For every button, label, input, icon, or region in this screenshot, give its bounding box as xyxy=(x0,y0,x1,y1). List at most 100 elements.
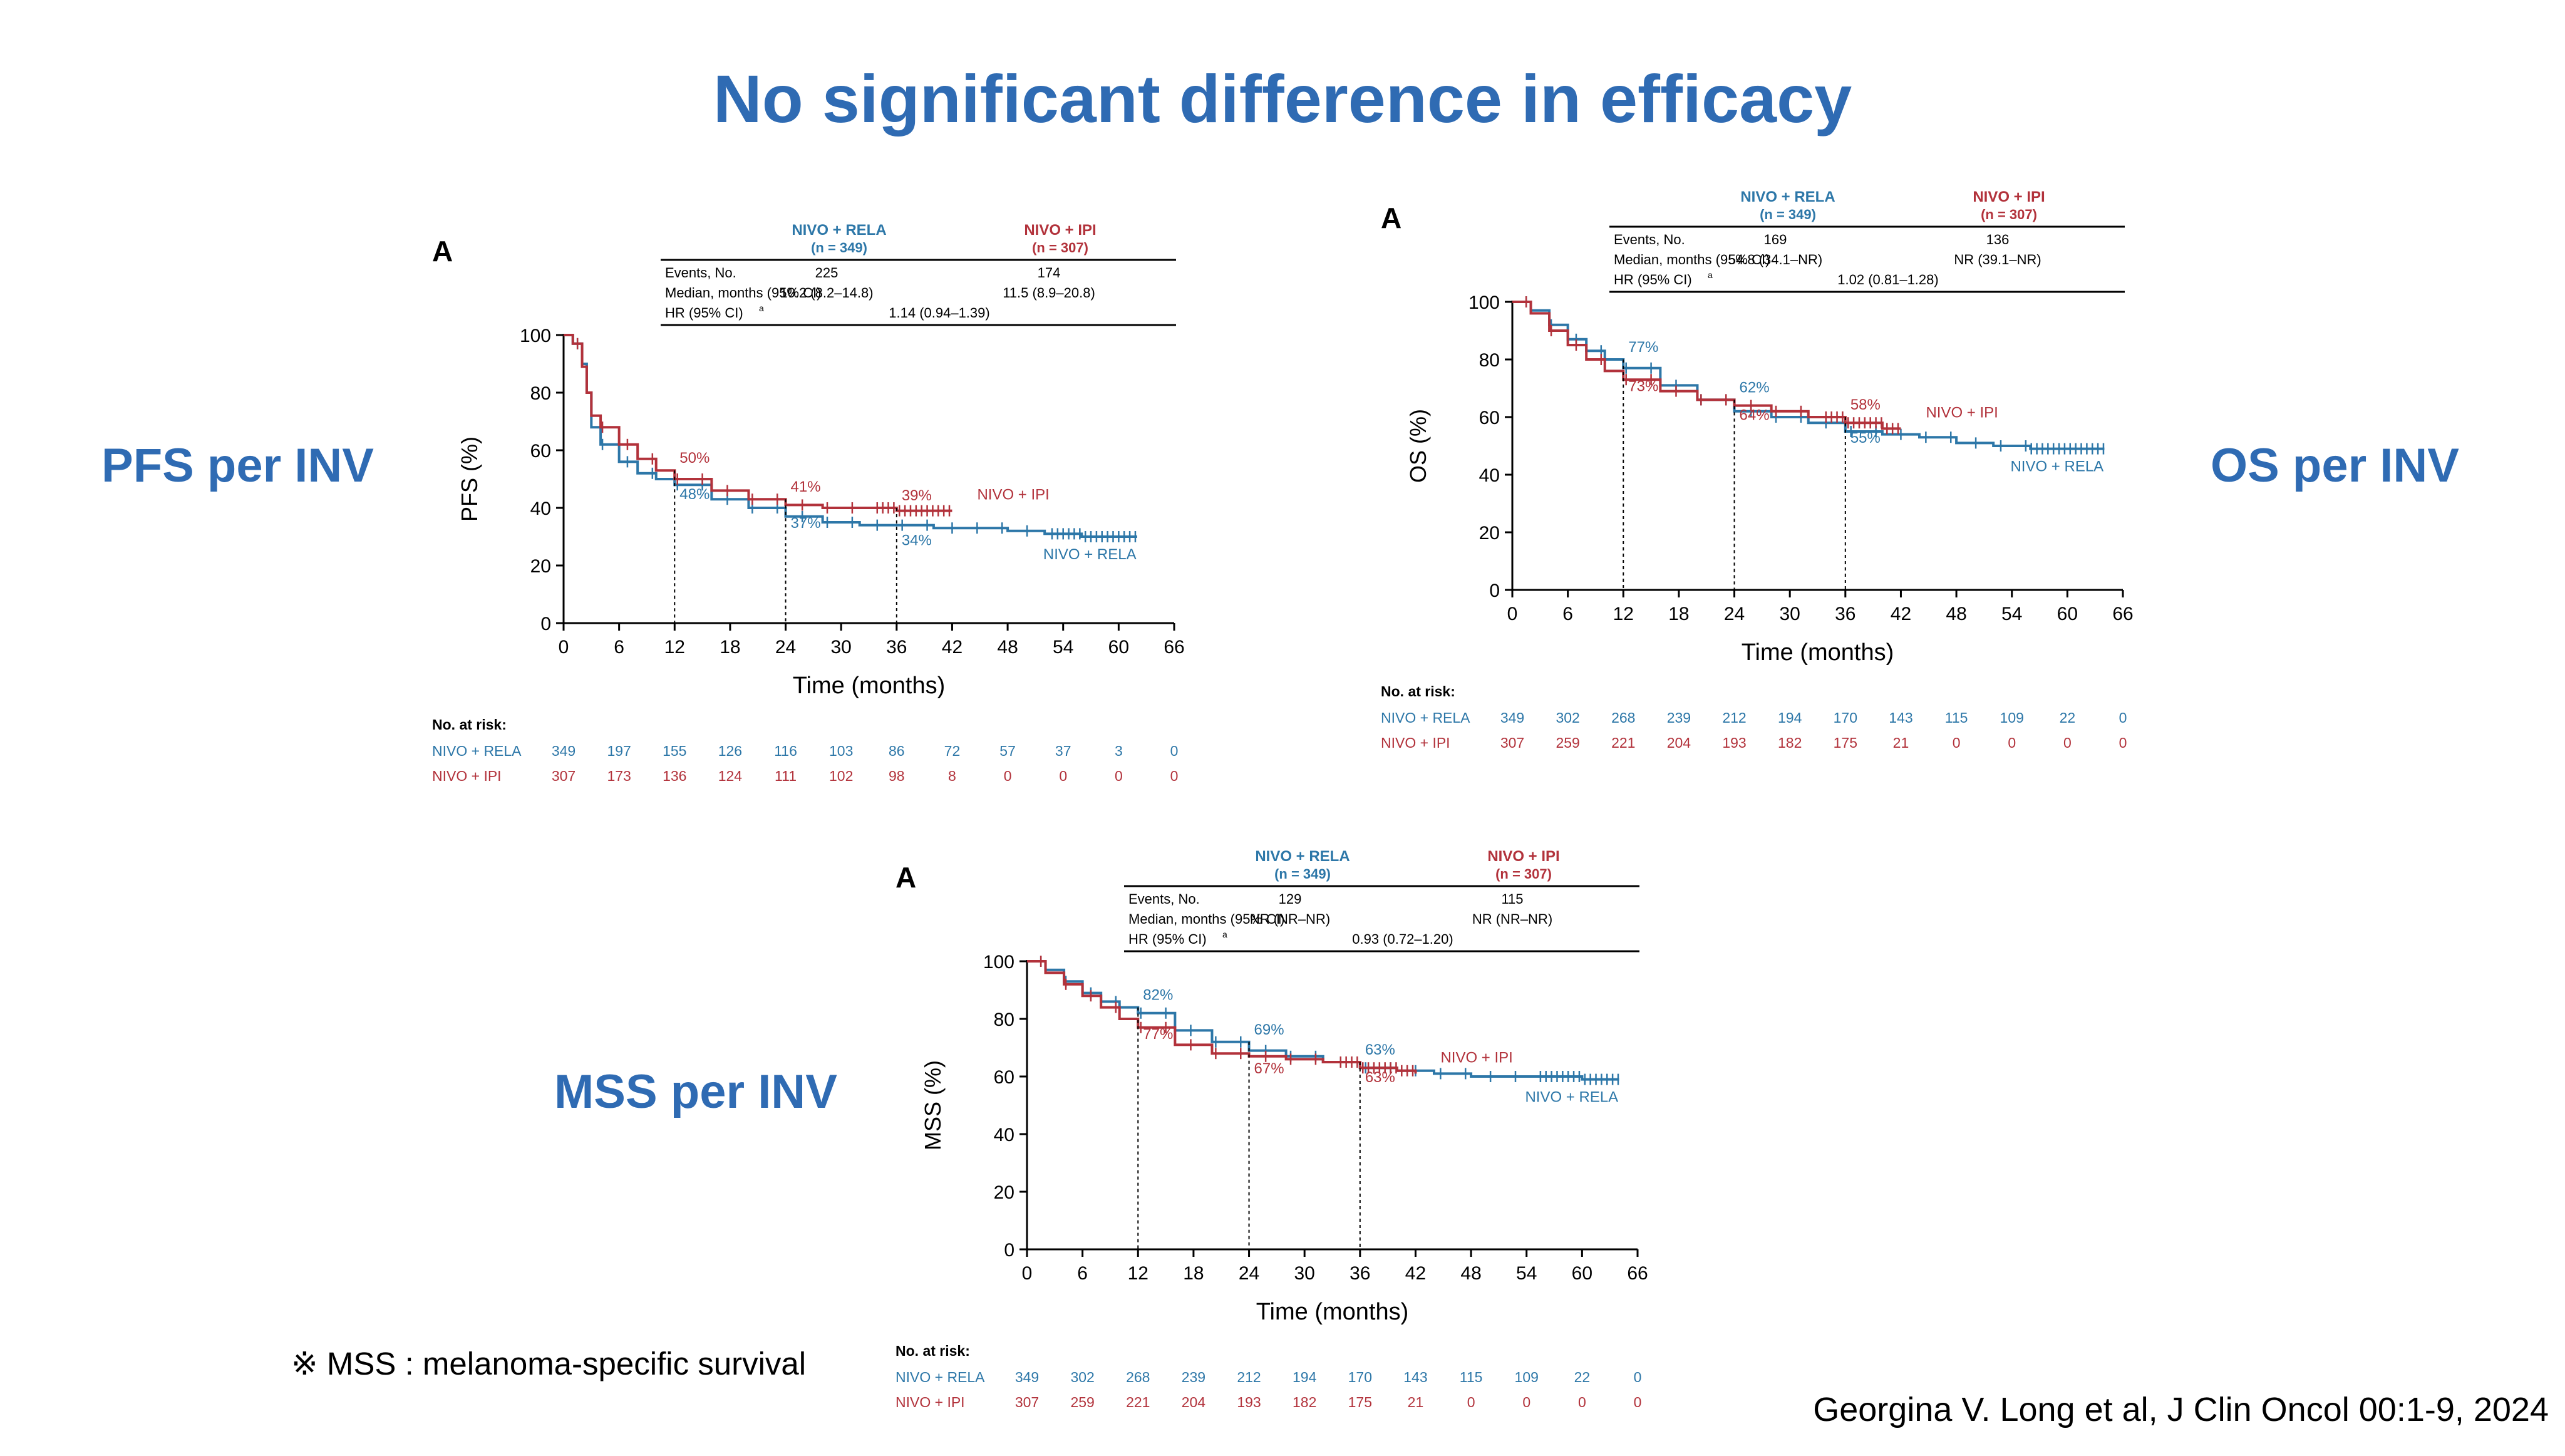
end-label-ipi: NIVO + IPI xyxy=(977,487,1049,503)
risk-value-rela: 212 xyxy=(1722,710,1746,726)
landmark-label-rela: 37% xyxy=(791,515,821,532)
mss-label: MSS per INV xyxy=(554,1065,837,1118)
y-tick-label: 20 xyxy=(994,1182,1014,1203)
table-header-ipi-n: (n = 307) xyxy=(1032,240,1088,256)
risk-value-rela: 302 xyxy=(1556,710,1579,726)
table-row-value-ipi: 136 xyxy=(1986,232,2010,247)
risk-value-rela: 126 xyxy=(718,743,742,759)
panel-letter: A xyxy=(432,235,453,267)
risk-value-rela: 103 xyxy=(829,743,853,759)
risk-value-ipi: 259 xyxy=(1556,735,1579,751)
risk-value-ipi: 173 xyxy=(607,768,631,784)
risk-value-rela: 115 xyxy=(1460,1369,1483,1385)
landmark-label-ipi: 64% xyxy=(1740,406,1770,423)
risk-value-ipi: 98 xyxy=(889,768,905,784)
km-curve-ipi xyxy=(1512,301,1901,430)
y-tick-label: 100 xyxy=(520,326,551,346)
risk-value-ipi: 21 xyxy=(1408,1394,1424,1410)
km-curve-rela xyxy=(564,334,1137,538)
km-curve-ipi xyxy=(564,334,952,512)
table-header-rela-n: (n = 349) xyxy=(1274,866,1331,882)
x-tick-label: 24 xyxy=(1724,604,1745,624)
risk-value-ipi: 259 xyxy=(1070,1394,1094,1410)
x-tick-label: 36 xyxy=(1835,604,1855,624)
y-tick-label: 60 xyxy=(530,441,551,462)
risk-label-rela: NIVO + RELA xyxy=(1381,710,1470,726)
table-row-value-ipi: NR (NR–NR) xyxy=(1472,911,1552,927)
risk-value-ipi: 0 xyxy=(1115,768,1123,784)
table-header-rela: NIVO + RELA xyxy=(1740,188,1835,205)
table-row-label: Median, months (95% CI) xyxy=(1614,252,1770,267)
risk-title: No. at risk: xyxy=(432,716,507,733)
table-row-value-rela: 169 xyxy=(1764,232,1787,247)
x-tick-label: 6 xyxy=(614,637,624,658)
table-row-label: Events, No. xyxy=(665,265,736,281)
table-row-value-ipi: 174 xyxy=(1038,265,1061,281)
risk-label-ipi: NIVO + IPI xyxy=(895,1394,965,1410)
landmark-label-ipi: 50% xyxy=(679,450,710,467)
x-tick-label: 48 xyxy=(1460,1263,1481,1284)
table-row-label: Median, months (95% CI) xyxy=(1128,911,1284,927)
risk-label-ipi: NIVO + IPI xyxy=(1381,735,1450,751)
x-tick-label: 66 xyxy=(1627,1263,1648,1284)
x-tick-label: 18 xyxy=(720,637,740,658)
x-tick-label: 6 xyxy=(1562,604,1573,624)
table-hr-label: HR (95% CI) xyxy=(1614,272,1692,287)
x-tick-label: 18 xyxy=(1183,1263,1204,1284)
risk-value-ipi: 221 xyxy=(1611,735,1635,751)
risk-value-ipi: 193 xyxy=(1237,1394,1261,1410)
risk-value-ipi: 102 xyxy=(829,768,853,784)
risk-value-rela: 349 xyxy=(552,743,575,759)
risk-value-rela: 268 xyxy=(1126,1369,1150,1385)
risk-label-rela: NIVO + RELA xyxy=(895,1369,985,1385)
risk-value-rela: 109 xyxy=(2000,710,2024,726)
risk-label-rela: NIVO + RELA xyxy=(432,743,522,759)
risk-value-rela: 57 xyxy=(999,743,1016,759)
risk-value-rela: 0 xyxy=(1634,1369,1642,1385)
risk-value-ipi: 204 xyxy=(1182,1394,1206,1410)
table-row-label: Events, No. xyxy=(1128,891,1200,907)
risk-value-ipi: 0 xyxy=(2119,735,2127,751)
risk-label-ipi: NIVO + IPI xyxy=(432,768,502,784)
end-label-rela: NIVO + RELA xyxy=(2010,458,2103,475)
y-axis-title: MSS (%) xyxy=(920,1060,946,1150)
risk-value-rela: 194 xyxy=(1778,710,1802,726)
x-tick-label: 48 xyxy=(997,637,1018,658)
x-tick-label: 60 xyxy=(1108,637,1129,658)
risk-value-rela: 86 xyxy=(889,743,905,759)
x-tick-label: 54 xyxy=(1516,1263,1537,1284)
risk-value-rela: 116 xyxy=(774,743,797,759)
landmark-label-ipi: 67% xyxy=(1254,1060,1284,1077)
x-tick-label: 24 xyxy=(775,637,796,658)
end-label-rela: NIVO + RELA xyxy=(1525,1089,1618,1106)
risk-value-ipi: 0 xyxy=(1578,1394,1586,1410)
y-tick-label: 80 xyxy=(1479,350,1500,371)
x-tick-label: 30 xyxy=(1294,1263,1314,1284)
table-header-ipi: NIVO + IPI xyxy=(1487,848,1559,865)
y-tick-label: 0 xyxy=(540,614,551,634)
x-tick-label: 24 xyxy=(1239,1263,1259,1284)
x-axis-title: Time (months) xyxy=(1256,1299,1409,1325)
risk-value-rela: 0 xyxy=(2119,710,2127,726)
x-axis-title: Time (months) xyxy=(1742,639,1894,666)
table-row-value-rela: 54.8 (34.1–NR) xyxy=(1728,252,1822,267)
landmark-label-rela: 48% xyxy=(679,486,710,503)
x-axis-title: Time (months) xyxy=(793,673,946,699)
risk-value-ipi: 193 xyxy=(1722,735,1746,751)
x-tick-label: 0 xyxy=(1507,604,1518,624)
risk-value-rela: 22 xyxy=(2060,710,2076,726)
risk-value-rela: 143 xyxy=(1403,1369,1427,1385)
risk-value-rela: 268 xyxy=(1611,710,1635,726)
landmark-label-ipi: 39% xyxy=(902,487,932,504)
x-tick-label: 42 xyxy=(1405,1263,1426,1284)
x-tick-label: 60 xyxy=(1572,1263,1592,1284)
panel-letter: A xyxy=(1381,202,1401,234)
y-tick-label: 80 xyxy=(994,1009,1014,1030)
risk-value-ipi: 0 xyxy=(1467,1394,1475,1410)
risk-value-rela: 170 xyxy=(1834,710,1857,726)
risk-value-rela: 170 xyxy=(1348,1369,1372,1385)
y-tick-label: 40 xyxy=(1479,465,1500,486)
landmark-label-rela: 62% xyxy=(1740,379,1770,396)
table-row-value-ipi: 115 xyxy=(1501,891,1523,907)
